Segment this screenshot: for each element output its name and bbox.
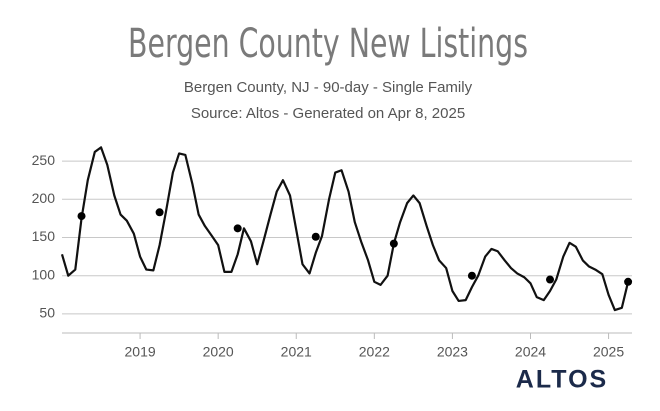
point — [389, 239, 398, 248]
chart-subtitle: Bergen County, NJ - 90-day - Single Fami… — [184, 79, 473, 96]
point — [624, 277, 633, 286]
y-tick-label: 250 — [32, 152, 56, 168]
y-tick-label: 100 — [32, 266, 56, 282]
chart-title: Bergen County New Listings — [128, 21, 528, 67]
x-tick-label: 2024 — [515, 344, 546, 360]
x-tick-label: 2023 — [437, 344, 468, 360]
y-tick-label: 200 — [32, 190, 56, 206]
logo: ALTOS — [516, 366, 608, 394]
x-tick-label: 2022 — [359, 344, 390, 360]
point — [311, 232, 320, 241]
point — [77, 212, 86, 221]
x-tick-label: 2025 — [593, 344, 624, 360]
y-tick-label: 50 — [39, 305, 55, 321]
line — [60, 146, 630, 312]
x-tick-label: 2019 — [125, 344, 156, 360]
x-tick-label: 2020 — [203, 344, 234, 360]
point — [546, 275, 555, 284]
point — [155, 208, 164, 217]
x-tick-label: 2021 — [281, 344, 312, 360]
point — [233, 224, 242, 233]
y-tick-label: 150 — [32, 228, 56, 244]
point — [467, 271, 476, 280]
chart-source: Source: Altos - Generated on Apr 8, 2025 — [191, 105, 465, 122]
